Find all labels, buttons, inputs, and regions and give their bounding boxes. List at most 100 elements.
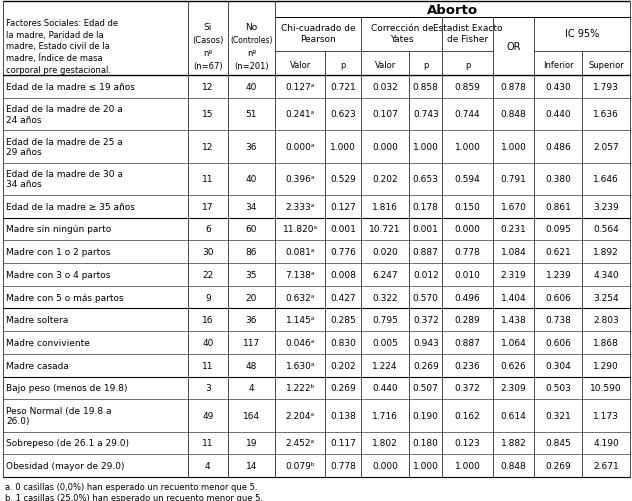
- Text: 0.005: 0.005: [372, 338, 398, 347]
- Text: 0.107: 0.107: [372, 110, 398, 119]
- Text: 0.001: 0.001: [331, 225, 356, 234]
- Text: 0.000: 0.000: [454, 225, 480, 234]
- Text: 1.224: 1.224: [372, 361, 398, 370]
- Text: 0.202: 0.202: [331, 361, 356, 370]
- Text: 0.830: 0.830: [331, 338, 356, 347]
- Text: Valor: Valor: [289, 62, 311, 70]
- Text: 0.322: 0.322: [372, 293, 398, 302]
- Text: Chi-cuadrado de
Pearson: Chi-cuadrado de Pearson: [281, 24, 356, 44]
- Text: IC 95%: IC 95%: [565, 29, 599, 39]
- Text: 2.671: 2.671: [593, 461, 619, 470]
- Text: 10.721: 10.721: [370, 225, 401, 234]
- Text: 0.848: 0.848: [501, 110, 526, 119]
- Text: 0.887: 0.887: [413, 247, 439, 257]
- Text: 14: 14: [246, 461, 257, 470]
- Text: No: No: [245, 24, 257, 33]
- Text: 0.321: 0.321: [545, 411, 571, 420]
- Text: Sobrepeso (de 26.1 a 29.0): Sobrepeso (de 26.1 a 29.0): [6, 438, 129, 447]
- Text: 1.636: 1.636: [593, 110, 619, 119]
- Text: 0.079ᵇ: 0.079ᵇ: [286, 461, 315, 470]
- Text: 0.032: 0.032: [372, 83, 398, 92]
- Text: 2.333ᵃ: 2.333ᵃ: [286, 202, 315, 211]
- Text: 1.000: 1.000: [331, 143, 356, 151]
- Text: 11: 11: [202, 361, 214, 370]
- Text: 12: 12: [202, 83, 214, 92]
- Text: 3.239: 3.239: [593, 202, 619, 211]
- Text: Edad de la madre de 30 a
34 años: Edad de la madre de 30 a 34 años: [6, 170, 123, 189]
- Text: 0.123: 0.123: [454, 438, 480, 447]
- Text: 11.820ᵃ: 11.820ᵃ: [283, 225, 318, 234]
- Text: p: p: [465, 62, 470, 70]
- Text: 0.001: 0.001: [413, 225, 439, 234]
- Text: Valor: Valor: [375, 62, 396, 70]
- Text: 51: 51: [246, 110, 257, 119]
- Text: 0.859: 0.859: [454, 83, 480, 92]
- Text: Estadist Exacto
de Fisher: Estadist Exacto de Fisher: [433, 24, 502, 44]
- Text: 0.878: 0.878: [501, 83, 526, 92]
- Text: Edad de la madre ≤ 19 años: Edad de la madre ≤ 19 años: [6, 83, 135, 92]
- Text: 0.000: 0.000: [372, 461, 398, 470]
- Text: 0.396ᵃ: 0.396ᵃ: [286, 175, 315, 184]
- Text: 1.630ᵃ: 1.630ᵃ: [286, 361, 315, 370]
- Text: 1.084: 1.084: [501, 247, 526, 257]
- Text: Edad de la madre ≥ 35 años: Edad de la madre ≥ 35 años: [6, 202, 135, 211]
- Text: 0.269: 0.269: [413, 361, 439, 370]
- Text: 0.150: 0.150: [454, 202, 480, 211]
- Text: 1.882: 1.882: [501, 438, 526, 447]
- Text: 11: 11: [202, 438, 214, 447]
- Text: Madre con 3 o 4 partos: Madre con 3 o 4 partos: [6, 271, 111, 280]
- Text: Madre sin ningún parto: Madre sin ningún parto: [6, 225, 111, 234]
- Text: 0.496: 0.496: [454, 293, 480, 302]
- Text: 6: 6: [205, 225, 210, 234]
- Text: 7.138ᵃ: 7.138ᵃ: [286, 271, 315, 280]
- Text: 0.372: 0.372: [413, 316, 439, 325]
- Text: 2.319: 2.319: [501, 271, 526, 280]
- Text: 40: 40: [246, 175, 257, 184]
- Text: 0.000: 0.000: [372, 143, 398, 151]
- Text: 40: 40: [202, 338, 214, 347]
- Text: 1.646: 1.646: [593, 175, 619, 184]
- Text: 0.738: 0.738: [545, 316, 571, 325]
- Text: 3.254: 3.254: [593, 293, 619, 302]
- Text: 0.000ᵃ: 0.000ᵃ: [286, 143, 315, 151]
- Text: Madre conviviente: Madre conviviente: [6, 338, 90, 347]
- Text: 15: 15: [202, 110, 214, 119]
- Text: 0.743: 0.743: [413, 110, 439, 119]
- Text: Inferior: Inferior: [543, 62, 574, 70]
- Text: 0.626: 0.626: [501, 361, 526, 370]
- Text: nº: nº: [246, 50, 256, 59]
- Text: 12: 12: [202, 143, 214, 151]
- Text: 2.309: 2.309: [501, 384, 526, 393]
- Text: 0.486: 0.486: [545, 143, 571, 151]
- Text: (n=67): (n=67): [193, 63, 222, 71]
- Text: 0.744: 0.744: [455, 110, 480, 119]
- Text: Corrección de
Yates: Corrección de Yates: [370, 24, 433, 44]
- Text: 0.845: 0.845: [545, 438, 571, 447]
- Text: 0.180: 0.180: [413, 438, 439, 447]
- Text: 0.623: 0.623: [331, 110, 356, 119]
- Text: 36: 36: [246, 143, 257, 151]
- Text: 35: 35: [246, 271, 257, 280]
- Text: 22: 22: [202, 271, 214, 280]
- Text: b. 1 casillas (25,0%) han esperado un recuento menor que 5.: b. 1 casillas (25,0%) han esperado un re…: [5, 493, 263, 501]
- Text: 10.590: 10.590: [590, 384, 622, 393]
- Text: 6.247: 6.247: [372, 271, 398, 280]
- Text: a. 0 casillas (0,0%) han esperado un recuento menor que 5.: a. 0 casillas (0,0%) han esperado un rec…: [5, 482, 257, 491]
- Text: 0.285: 0.285: [331, 316, 356, 325]
- Text: 60: 60: [246, 225, 257, 234]
- Text: 0.943: 0.943: [413, 338, 439, 347]
- Text: 1.000: 1.000: [454, 461, 480, 470]
- Text: 0.081ᵃ: 0.081ᵃ: [286, 247, 315, 257]
- Text: 0.380: 0.380: [545, 175, 571, 184]
- Text: 49: 49: [202, 411, 214, 420]
- Text: 0.231: 0.231: [501, 225, 526, 234]
- Text: 0.606: 0.606: [545, 338, 571, 347]
- Text: 0.117: 0.117: [331, 438, 356, 447]
- Text: 1.438: 1.438: [501, 316, 526, 325]
- Text: 0.778: 0.778: [454, 247, 480, 257]
- Text: 0.440: 0.440: [545, 110, 571, 119]
- Text: Madre con 1 o 2 partos: Madre con 1 o 2 partos: [6, 247, 111, 257]
- Text: 0.861: 0.861: [545, 202, 571, 211]
- Text: Bajo peso (menos de 19.8): Bajo peso (menos de 19.8): [6, 384, 128, 393]
- Text: Factores Sociales: Edad de
la madre, Paridad de la
madre, Estado civil de la
mad: Factores Sociales: Edad de la madre, Par…: [6, 19, 118, 75]
